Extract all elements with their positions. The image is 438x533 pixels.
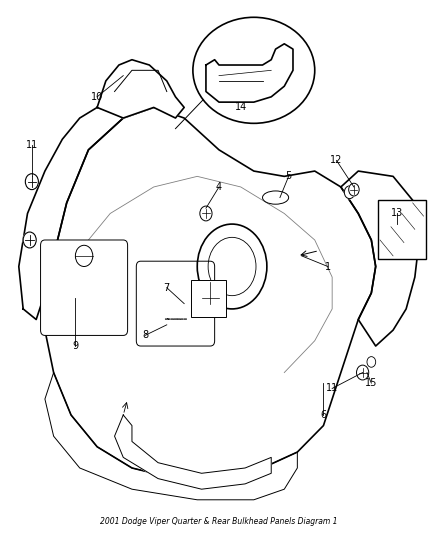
FancyBboxPatch shape bbox=[191, 280, 226, 317]
Polygon shape bbox=[115, 415, 271, 489]
FancyBboxPatch shape bbox=[41, 240, 127, 335]
Circle shape bbox=[344, 186, 355, 199]
Text: 14: 14 bbox=[235, 102, 247, 112]
Text: ═══════: ═══════ bbox=[164, 317, 187, 322]
Polygon shape bbox=[45, 108, 376, 479]
Text: 10: 10 bbox=[91, 92, 103, 102]
Circle shape bbox=[75, 245, 93, 266]
Text: 8: 8 bbox=[142, 330, 148, 341]
Text: 12: 12 bbox=[330, 156, 343, 165]
Circle shape bbox=[200, 206, 212, 221]
FancyBboxPatch shape bbox=[378, 200, 426, 259]
Polygon shape bbox=[341, 171, 419, 346]
Polygon shape bbox=[19, 108, 123, 319]
Ellipse shape bbox=[262, 191, 289, 204]
Text: 9: 9 bbox=[72, 341, 78, 351]
Polygon shape bbox=[206, 44, 293, 102]
Circle shape bbox=[349, 183, 359, 196]
Text: 7: 7 bbox=[164, 282, 170, 293]
Ellipse shape bbox=[193, 17, 315, 123]
Text: 13: 13 bbox=[391, 208, 403, 219]
Circle shape bbox=[367, 357, 376, 367]
Circle shape bbox=[197, 224, 267, 309]
Text: 11: 11 bbox=[326, 383, 338, 393]
Text: 15: 15 bbox=[365, 378, 378, 388]
Polygon shape bbox=[45, 373, 297, 500]
Text: 2001 Dodge Viper Quarter & Rear Bulkhead Panels Diagram 1: 2001 Dodge Viper Quarter & Rear Bulkhead… bbox=[100, 518, 338, 526]
Circle shape bbox=[25, 174, 39, 190]
Text: 5: 5 bbox=[286, 172, 292, 181]
Text: 11: 11 bbox=[26, 140, 38, 150]
Text: 6: 6 bbox=[320, 410, 326, 420]
Circle shape bbox=[357, 365, 369, 380]
Polygon shape bbox=[97, 60, 184, 118]
Circle shape bbox=[23, 232, 36, 248]
Text: 4: 4 bbox=[216, 182, 222, 192]
Text: 1: 1 bbox=[325, 262, 331, 271]
FancyBboxPatch shape bbox=[136, 261, 215, 346]
